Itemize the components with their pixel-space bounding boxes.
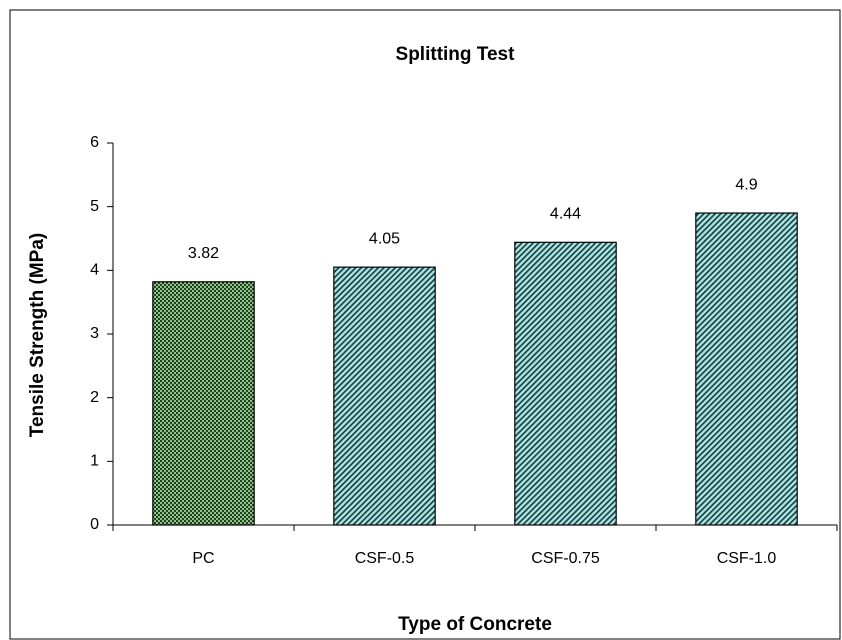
y-tick-label: 4: [90, 262, 99, 279]
y-tick-label: 3: [90, 325, 99, 342]
value-label: 4.44: [550, 206, 581, 223]
y-tick-label: 5: [90, 198, 99, 215]
y-tick-label: 6: [90, 134, 99, 151]
value-label: 4.9: [735, 176, 757, 193]
x-tick-label: PC: [192, 550, 214, 567]
x-tick-label: CSF-0.5: [355, 550, 415, 567]
bar: [333, 266, 436, 526]
chart-title: Splitting Test: [396, 44, 516, 65]
value-label: 4.05: [369, 230, 400, 247]
y-tick-label: 2: [90, 389, 99, 406]
y-axis-label: Tensile Strength (MPa): [27, 233, 48, 437]
chart-frame: [9, 9, 841, 640]
bar: [514, 241, 617, 526]
x-tick-label: CSF-0.75: [531, 550, 600, 567]
bar: [695, 212, 798, 526]
bar: [152, 281, 255, 526]
value-label: 3.82: [188, 245, 219, 262]
y-tick-label: 1: [90, 453, 99, 470]
y-tick-label: 0: [90, 516, 99, 533]
x-tick-label: CSF-1.0: [717, 550, 777, 567]
x-axis-label: Type of Concrete: [398, 614, 552, 635]
